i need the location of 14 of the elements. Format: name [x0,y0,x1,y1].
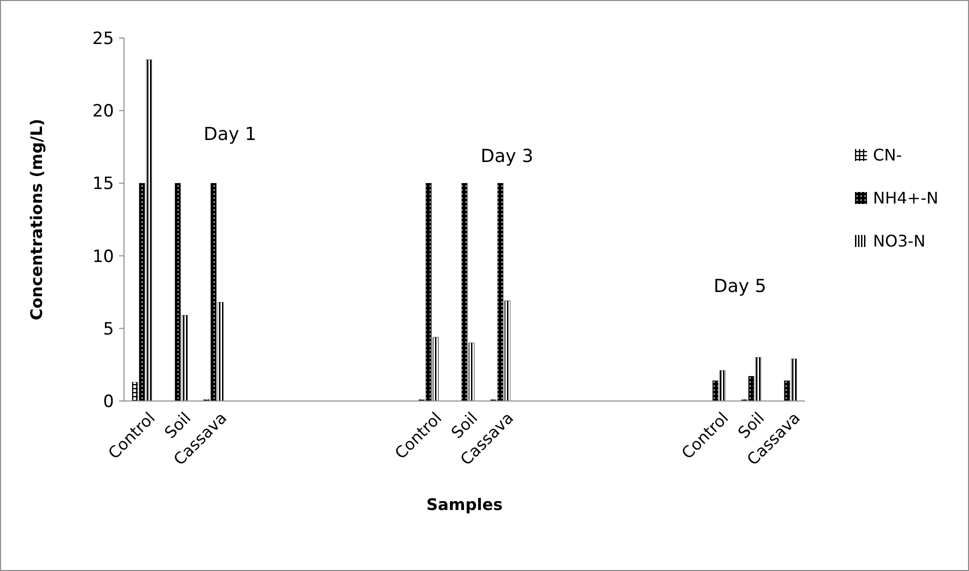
y-tick-label: 20 [92,102,114,122]
y-tick-label: 25 [92,28,114,49]
annotation: Day 1 [204,124,256,145]
legend-label: NO3-N [873,232,926,251]
annotation: Day 3 [480,146,534,167]
y-axis-title: Concentrations (mg/L) [27,118,46,320]
y-tick-label: 10 [92,246,114,267]
annotation: Day 5 [714,276,766,297]
y-tick-label: 0 [103,392,114,412]
legend-label: NH4+-N [873,188,938,208]
y-tick-label: 15 [92,174,114,194]
legend-label: CN- [873,146,902,165]
y-tick-label: 5 [103,319,114,340]
x-axis-title: Samples [426,495,503,514]
